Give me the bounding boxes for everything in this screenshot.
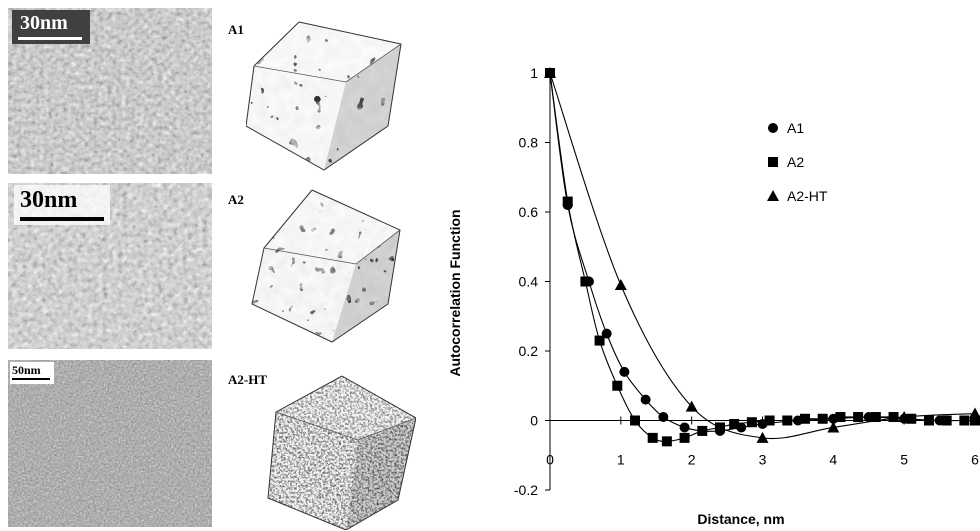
point-a1 xyxy=(619,366,630,377)
legend-marker-a1 xyxy=(768,123,778,133)
scalebar-a2-ht xyxy=(12,378,50,380)
chart-markers xyxy=(544,67,980,447)
point-a1 xyxy=(658,412,669,423)
point-a2 xyxy=(870,412,881,423)
point-a2 xyxy=(941,415,952,426)
point-a2 xyxy=(764,415,775,426)
point-a2-ht xyxy=(969,407,980,419)
point-a2 xyxy=(853,412,864,423)
point-a2 xyxy=(679,432,690,443)
y-tick-label: 0.8 xyxy=(519,135,539,151)
scalebar-label-a2: 30nm xyxy=(20,187,78,213)
cube-label-a1: A1 xyxy=(228,22,244,37)
scalebar-a1 xyxy=(18,37,82,40)
point-a2 xyxy=(647,432,658,443)
point-a2 xyxy=(888,412,899,423)
point-a2 xyxy=(782,415,793,426)
point-a2 xyxy=(817,413,828,424)
micrograph-a2-ht-texture xyxy=(8,360,212,527)
legend-label-a2-ht: A2-HT xyxy=(787,188,828,204)
x-tick-label: 0 xyxy=(546,452,554,468)
scalebar-label-a1: 30nm xyxy=(20,12,68,34)
cube-label-a2-ht: A2-HT xyxy=(228,372,267,387)
cube-label-a2: A2 xyxy=(228,192,244,207)
y-tick-label: 1 xyxy=(530,65,538,81)
point-a2-ht xyxy=(898,411,911,423)
scalebar-a2 xyxy=(20,217,104,221)
point-a1 xyxy=(640,394,651,405)
point-a1 xyxy=(679,422,690,433)
cube-a1 xyxy=(246,21,402,171)
point-a2 xyxy=(630,415,640,426)
point-a2 xyxy=(661,436,672,447)
y-tick-label: 0 xyxy=(530,413,538,429)
x-tick-label: 1 xyxy=(617,452,625,468)
chart-axes: -0.2 0 0.2 0.4 0.6 0.8 1 0 1 2 3 4 5 6 xyxy=(514,65,979,498)
y-tick-label: 0.2 xyxy=(519,343,539,359)
autocorrelation-chart: -0.2 0 0.2 0.4 0.6 0.8 1 0 1 2 3 4 5 6 A1 A2 A2-HT Auto… xyxy=(447,65,980,527)
x-tick-label: 5 xyxy=(900,452,908,468)
point-a2-ht xyxy=(544,67,556,78)
x-tick-label: 2 xyxy=(688,452,696,468)
point-a2 xyxy=(800,413,810,424)
point-a2 xyxy=(697,425,708,436)
micrograph-a2: 30nm xyxy=(8,183,212,349)
point-a2 xyxy=(715,422,725,433)
point-a2 xyxy=(835,412,846,423)
legend-marker-a2 xyxy=(768,157,778,167)
x-axis-label: Distance, nm xyxy=(697,511,784,527)
legend-label-a1: A1 xyxy=(787,120,804,136)
point-a2 xyxy=(580,276,591,287)
micrograph-a2-ht: 50nm xyxy=(8,360,212,527)
x-tick-label: 6 xyxy=(971,452,979,468)
point-a2 xyxy=(612,380,623,391)
x-tick-label: 3 xyxy=(759,452,767,468)
point-a2 xyxy=(970,415,980,426)
y-axis-label: Autocorrelation Function xyxy=(447,209,463,376)
y-tick-label: 0.4 xyxy=(519,274,539,290)
chart-legend: A1 A2 A2-HT xyxy=(767,120,828,204)
point-a2 xyxy=(746,417,757,428)
scalebar-label-a2-ht: 50nm xyxy=(12,363,41,377)
point-a2 xyxy=(959,415,970,426)
cube-a2 xyxy=(251,189,401,343)
y-tick-label: 0.6 xyxy=(519,204,539,220)
point-a2-ht xyxy=(614,278,627,290)
series-line-a2-ht xyxy=(549,72,976,440)
legend-label-a2: A2 xyxy=(787,154,804,170)
point-a2 xyxy=(923,415,934,426)
point-a2 xyxy=(562,196,573,207)
point-a2-ht xyxy=(685,400,698,412)
micrograph-a1: 30nm xyxy=(8,8,212,174)
y-tick-label: -0.2 xyxy=(514,482,538,498)
point-a2-ht xyxy=(756,431,769,443)
x-tick-label: 4 xyxy=(829,452,837,468)
point-a2 xyxy=(594,335,605,346)
legend-marker-a2-ht xyxy=(767,190,779,201)
point-a2-ht xyxy=(827,421,840,433)
point-a2 xyxy=(906,413,917,424)
point-a2 xyxy=(729,418,740,429)
cube-a2-ht xyxy=(267,375,416,530)
